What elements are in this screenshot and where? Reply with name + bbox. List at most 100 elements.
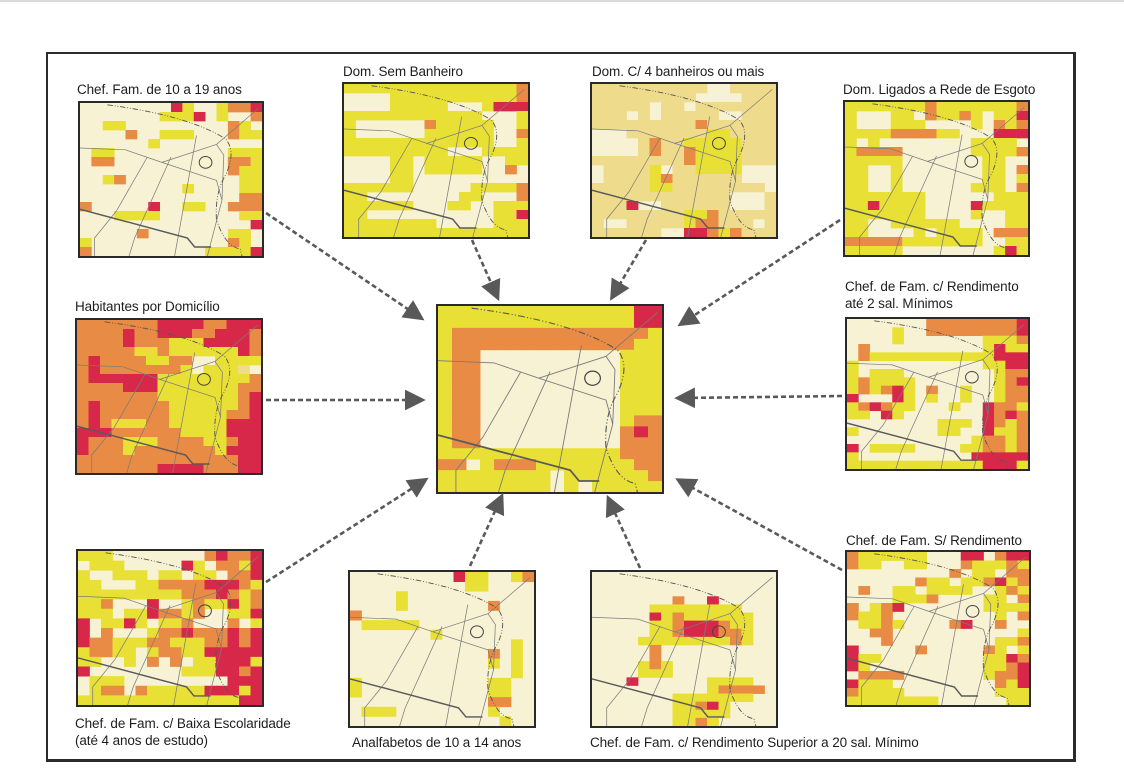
map-cell-class-1 [193, 570, 205, 581]
map-cell-class-4 [638, 228, 650, 237]
map-cell-class-2 [858, 586, 871, 595]
map-cell-class-1 [390, 165, 402, 175]
map-cell-class-1 [516, 147, 528, 157]
map-cell-class-3 [994, 352, 1006, 362]
map-cell-class-2 [111, 428, 124, 438]
map-cell-class-1 [730, 156, 742, 166]
boundary-line [377, 573, 515, 726]
map-cell-class-1 [204, 666, 217, 677]
label-baixa-escolaridade-line1: Chef. de Fam. c/ Baixa Escolaridade [75, 716, 291, 731]
map-cell-class-1 [401, 201, 414, 211]
map-cell-class-1 [436, 102, 448, 112]
map-cell-class-1 [390, 219, 402, 229]
map-cell-class-4 [649, 84, 662, 94]
map-cell-class-1 [493, 147, 506, 157]
map-cell-class-1 [493, 228, 506, 237]
map-cell-class-2 [88, 446, 101, 456]
map-cell-class-2 [239, 193, 251, 203]
map-cell-class-4 [764, 147, 776, 157]
map-cell-class-1 [845, 165, 857, 175]
map-cell-class-2 [239, 637, 251, 648]
map-cell-class-1 [413, 138, 425, 148]
street-line [344, 128, 488, 182]
map-cell-class-3 [1005, 246, 1017, 255]
map-cell-class-1 [741, 636, 754, 646]
map-cell-class-4 [649, 93, 662, 103]
map-cell-class-2 [648, 448, 662, 460]
map-cell-class-3 [1005, 460, 1018, 469]
map-cell-class-4 [764, 156, 776, 166]
map-cell-class-1 [869, 444, 882, 453]
map-cell-class-1 [424, 228, 437, 237]
map-cell-class-2 [452, 327, 467, 340]
street-line [215, 556, 259, 593]
map-cell-class-2 [1005, 369, 1018, 378]
map-cell-class-1 [936, 129, 949, 139]
map-svg-rendimento-superior-20-sm [592, 572, 776, 726]
map-cell-class-4 [615, 210, 627, 220]
map-cell-class-2 [902, 129, 914, 139]
map-cell-class-2 [516, 192, 528, 202]
street-line [982, 107, 1025, 144]
label-dom-sem-banheiro: Dom. Sem Banheiro [343, 64, 463, 79]
map-cell-class-2 [949, 620, 962, 629]
map-cell-class-3 [123, 374, 135, 384]
map-cell-class-1 [452, 448, 467, 460]
map-cell-class-1 [892, 352, 904, 362]
map-cell-class-4 [626, 156, 639, 166]
map-cell-class-2 [123, 428, 135, 438]
map-cell-class-1 [438, 415, 453, 427]
map-cell-class-4 [661, 201, 673, 211]
map-cell-class-4 [638, 147, 650, 157]
map-cell-class-4 [707, 201, 719, 211]
map-cell-class-1 [718, 165, 731, 175]
map-cell-class-1 [226, 356, 239, 366]
map-cell-class-4 [753, 93, 765, 103]
map-cell-class-1 [960, 418, 972, 428]
map-cell-class-1 [879, 246, 892, 255]
map-svg-composite [438, 306, 662, 492]
map-cell-class-1 [239, 130, 251, 140]
map-cell-class-2 [1016, 435, 1028, 445]
map-cell-class-1 [123, 437, 135, 447]
map-cell-class-1 [89, 589, 102, 600]
map-cell-class-3 [238, 320, 250, 330]
map-cell-class-1 [193, 637, 205, 648]
label-analfabetos-10-14: Analfabetos de 10 a 14 anos [352, 735, 522, 750]
map-cell-class-2 [718, 685, 731, 694]
map-cell-class-1 [890, 219, 903, 229]
map-cell-class-4 [764, 111, 776, 121]
map-cell-class-3 [146, 374, 158, 384]
map-svg-chef-fam-10-19 [80, 103, 262, 256]
map-cell-class-1 [378, 219, 391, 229]
map-cell-class-1 [226, 347, 239, 357]
map-cell-class-1 [914, 460, 927, 469]
map-cell-class-1 [892, 620, 905, 629]
map-cell-class-1 [355, 111, 368, 121]
map-cell-class-1 [892, 687, 905, 697]
map-cell-class-1 [858, 687, 871, 697]
map-cell-class-1 [180, 383, 193, 393]
map-cell-class-1 [869, 687, 882, 697]
map-cell-class-4 [753, 111, 765, 121]
map-cell-class-1 [250, 211, 262, 221]
map-cell-class-2 [960, 560, 973, 570]
map-cell-class-1 [858, 620, 871, 629]
map-cell-class-1 [890, 246, 903, 255]
map-cell-class-1 [845, 120, 857, 130]
map-cell-class-4 [718, 102, 731, 112]
map-cell-class-2 [1017, 636, 1029, 646]
map-cell-class-2 [858, 385, 870, 395]
map-cell-class-1 [947, 219, 960, 229]
map-cell-class-3 [847, 679, 859, 689]
map-cell-class-4 [718, 192, 731, 202]
map-cell-class-2 [227, 157, 240, 167]
map-cell-class-2 [88, 320, 101, 330]
map-cell-class-1 [707, 604, 719, 613]
map-cell-class-1 [937, 352, 950, 362]
map-cell-class-3 [238, 419, 250, 429]
map-cell-class-1 [881, 552, 893, 561]
street-line [426, 124, 490, 182]
map-cell-class-4 [753, 228, 765, 237]
map-cell-class-1 [592, 306, 607, 318]
